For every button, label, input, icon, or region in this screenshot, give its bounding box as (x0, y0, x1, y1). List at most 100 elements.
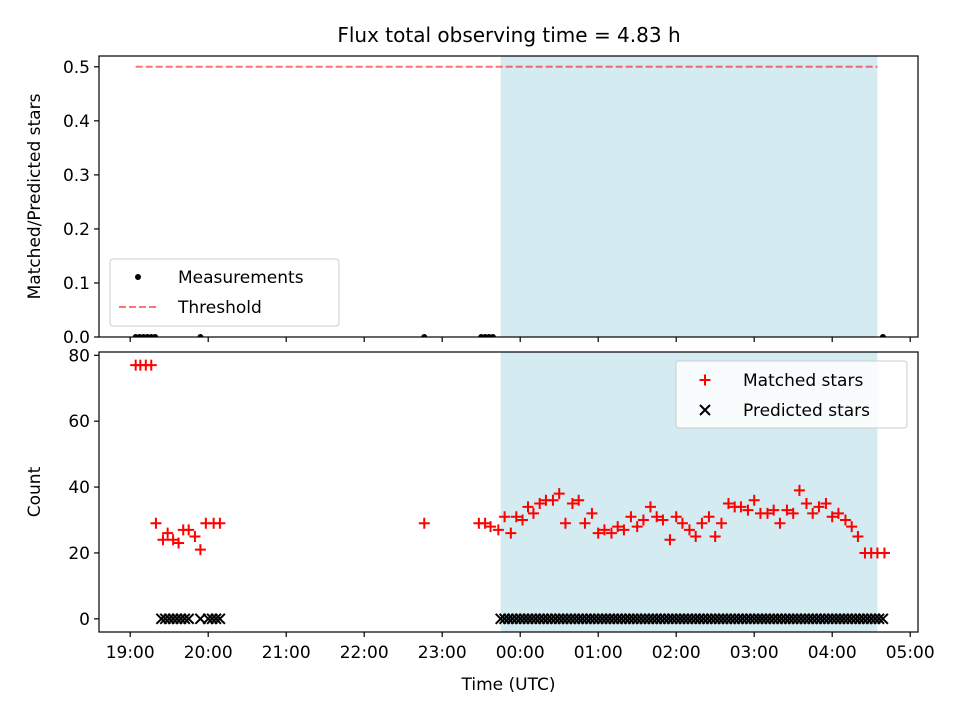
matched-star-point (625, 511, 637, 523)
matched-star-point (522, 501, 534, 513)
legend-measurements-marker (135, 274, 141, 280)
x-tick-label: 20:00 (184, 643, 233, 663)
legend-box (109, 258, 340, 327)
panel-ratio: 0.0 0.1 0.2 0.3 0.4 0.5 Matched/Predicted star… (25, 55, 919, 348)
matched-star-point (586, 507, 598, 519)
matched-star-point (832, 507, 844, 519)
x-tick-label: 02:00 (652, 643, 701, 663)
matched-star-point (878, 547, 890, 559)
x-tick-label: 23:00 (418, 643, 467, 663)
matched-star-point (157, 534, 169, 546)
legend-measurements-label: Measurements (178, 268, 304, 288)
predicted-star-point (873, 613, 885, 625)
x-tick-label: 21:00 (262, 643, 311, 663)
matched-star-point (703, 511, 715, 523)
matched-star-point (683, 524, 695, 536)
measurement-point (197, 334, 204, 337)
y-tick-label: 0.4 (63, 112, 90, 132)
matched-star-point (670, 511, 682, 523)
matched-star-point (735, 501, 747, 513)
matched-star-point (499, 511, 511, 523)
matched-star-point (826, 511, 838, 523)
measurement-point (879, 334, 886, 337)
matched-star-point (579, 517, 591, 529)
matched-star-point (559, 517, 571, 529)
axes-frame (98, 55, 919, 338)
y-tick-label: 0 (79, 610, 90, 630)
predicted-star-point (179, 613, 191, 625)
matched-star-point (189, 530, 201, 542)
legend-box (675, 360, 908, 429)
matched-star-point (800, 498, 812, 510)
matched-star-point (214, 517, 226, 529)
matched-star-point (761, 507, 773, 519)
matched-star-point (846, 521, 858, 533)
matched-star-point (517, 514, 529, 526)
x-tick-label: 00:00 (496, 643, 545, 663)
matched-star-point (553, 488, 565, 500)
matched-star-point (722, 498, 734, 510)
matched-star-point (787, 507, 799, 519)
legend-predicted-marker (699, 404, 711, 416)
matched-star-point (573, 494, 585, 506)
predicted-star-point (877, 613, 889, 625)
x-tick-label: 03:00 (730, 643, 779, 663)
x-axis-label: Time (UTC) (461, 675, 556, 695)
matched-star-point (748, 494, 760, 506)
matched-star-point (676, 517, 688, 529)
matched-star-point (534, 498, 546, 510)
matched-star-point (492, 524, 504, 536)
axes-frame (98, 351, 919, 633)
matched-star-point (696, 517, 708, 529)
matched-star-point (715, 517, 727, 529)
matched-star-point (618, 524, 630, 536)
matched-star-point (194, 544, 206, 556)
matched-star-point (173, 537, 185, 549)
matched-star-point (505, 527, 517, 539)
x-tick-label: 05:00 (886, 643, 935, 663)
legend-matched-marker (699, 374, 711, 386)
matched-star-point (637, 514, 649, 526)
y-tick-label: 20 (68, 544, 90, 564)
predicted-star-point (214, 613, 226, 625)
matched-star-point (664, 534, 676, 546)
matched-star-point (774, 517, 786, 529)
matched-star-point (781, 504, 793, 516)
matched-star-point (742, 504, 754, 516)
x-tick-label: 04:00 (808, 643, 857, 663)
matched-star-point (510, 511, 522, 523)
matched-star-point (807, 507, 819, 519)
y-tick-label: 60 (68, 412, 90, 432)
x-tick-label: 22:00 (340, 643, 389, 663)
y-tick-label: 0.0 (63, 328, 90, 348)
matched-star-point (631, 521, 643, 533)
matched-star-point (852, 530, 864, 542)
matched-star-point (183, 524, 195, 536)
x-tick-label: 01:00 (574, 643, 623, 663)
matched-star-point (145, 359, 157, 371)
y-tick-label: 0.1 (63, 274, 90, 294)
measurement-point (489, 334, 496, 337)
matched-star-point (657, 514, 669, 526)
matched-star-point (651, 511, 663, 523)
matched-star-point (839, 514, 851, 526)
matched-star-point (612, 521, 624, 533)
legend: Matched stars Predicted stars (675, 360, 908, 429)
plot-marks (130, 359, 890, 625)
matched-star-point (598, 524, 610, 536)
y-axis-label: Matched/Predicted stars (25, 93, 45, 299)
matched-star-point (793, 484, 805, 496)
matched-star-point (162, 527, 174, 539)
panel-count: 0 20 40 60 80 19:00 20:00 21:00 22:00 23:00 00:00 0… (25, 346, 935, 695)
matched-star-point (690, 530, 702, 542)
matched-star-point (813, 501, 825, 513)
plot-marks (132, 65, 886, 337)
matched-star-point (592, 527, 604, 539)
matched-star-point (547, 494, 559, 506)
y-axis-label: Count (25, 466, 45, 517)
matched-star-point (605, 527, 617, 539)
matched-star-point (150, 517, 162, 529)
y-tick-label: 40 (68, 478, 90, 498)
y-tick-label: 0.3 (63, 166, 90, 186)
